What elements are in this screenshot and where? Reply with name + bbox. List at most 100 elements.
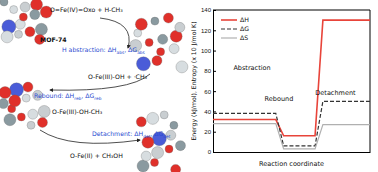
y-tick-label: 120: [201, 28, 212, 34]
step-label: H abstraction: ΔHabs, ΔGabs: [62, 46, 146, 55]
atom: [38, 105, 50, 117]
state-label: O=Fe(IV)=Oxo + H-CH₃: [50, 6, 123, 13]
chart: 020406080100120140Reaction coordinateEne…: [190, 7, 371, 168]
legend-label: ΔH: [240, 16, 249, 23]
atom: [37, 117, 47, 127]
arrow: [50, 74, 150, 90]
y-axis: 020406080100120140: [201, 7, 216, 155]
subscript: abs: [137, 50, 145, 55]
molecule-image: [0, 82, 50, 129]
atom: [17, 113, 25, 121]
step-text: Rebound: ΔH: [34, 92, 75, 99]
atom: [135, 18, 147, 30]
step-text: Detachment: ΔH: [92, 130, 144, 137]
atom: [147, 112, 159, 124]
atom: [157, 48, 165, 56]
y-tick: 80: [204, 68, 216, 74]
y-tick-mark: [213, 51, 216, 52]
atom: [35, 23, 47, 35]
state-label: O-Fe(III)-OH + ·CH₃: [88, 73, 148, 80]
atom: [4, 114, 16, 126]
y-tick-mark: [213, 91, 216, 92]
atom: [28, 109, 38, 119]
atom: [22, 94, 30, 102]
y-tick: 100: [201, 48, 216, 54]
atom: [27, 121, 35, 129]
legend-swatch: [221, 19, 237, 21]
annotation: Rebound: [265, 95, 294, 103]
atom: [15, 30, 23, 38]
y-tick-mark: [213, 30, 216, 31]
y-tick-mark: [213, 132, 216, 133]
atom: [1, 31, 13, 43]
step-label: Detachment: ΔHdet, ΔGdet: [92, 130, 171, 139]
subscript: reb: [94, 96, 101, 101]
x-axis-title: Reaction coordinate: [259, 160, 324, 168]
step-text: , ΔG: [124, 46, 137, 53]
series-line: [213, 124, 370, 149]
y-tick: 120: [201, 28, 216, 34]
atom: [151, 158, 159, 166]
series-line: [213, 20, 370, 136]
annotation: Abstraction: [233, 64, 270, 72]
step-label: Rebound: ΔHreb, ΔGreb: [34, 92, 102, 101]
y-tick-label: 80: [204, 68, 211, 74]
atom: [141, 151, 151, 161]
y-tick: 60: [204, 89, 216, 95]
legend: ΔHΔGΔS: [221, 16, 249, 41]
y-tick-mark: [213, 111, 216, 112]
atom: [175, 141, 185, 151]
atom: [0, 99, 8, 109]
atom: [30, 10, 40, 20]
frame-right: [370, 10, 371, 152]
atom: [170, 121, 178, 129]
atom: [23, 82, 33, 92]
atom: [160, 111, 168, 119]
atom: [136, 117, 146, 127]
atom: [31, 0, 43, 11]
arrow: [40, 130, 140, 143]
state-label: O-Fe(III)-OH-CH₃: [52, 108, 103, 115]
subscript: det: [163, 134, 170, 139]
atom: [136, 57, 150, 71]
atom: [0, 0, 8, 6]
atom: [9, 95, 21, 107]
atom: [158, 34, 168, 44]
atom: [137, 160, 149, 172]
arrow: [100, 18, 129, 48]
axis-line: [214, 152, 371, 153]
atom: [163, 13, 173, 23]
reaction-diagram: O=Fe(IV)=Oxo + H-CH₃ O-Fe(III)-OH + ·CH₃ O…: [0, 0, 188, 172]
plot-area: [213, 20, 370, 149]
molecule-image: [136, 111, 185, 172]
step-text: H abstraction: ΔH: [62, 46, 117, 53]
y-tick-label: 40: [204, 109, 211, 115]
legend-swatch: [221, 28, 237, 29]
legend-label: ΔG: [240, 25, 249, 32]
state-label: O-Fe(II) + CH₃OH: [70, 152, 123, 159]
y-tick-label: 0: [208, 149, 212, 155]
legend-swatch: [221, 37, 237, 38]
axis-line: [214, 11, 217, 153]
atom: [151, 17, 159, 25]
atom: [176, 61, 188, 73]
atom: [165, 145, 173, 153]
y-tick-label: 60: [204, 89, 211, 95]
atom: [171, 164, 181, 172]
y-tick-mark: [213, 71, 216, 72]
y-axis-title: Energy (kJ/mol), Entropy (x 10 J/mol K): [190, 21, 198, 140]
y-tick: 20: [204, 129, 216, 135]
annotation: Detachment: [315, 89, 356, 97]
atom: [145, 38, 153, 46]
atom: [152, 147, 164, 159]
molecule-image: [130, 13, 188, 73]
atom: [10, 83, 24, 97]
y-tick-label: 100: [201, 48, 212, 54]
atom: [152, 56, 162, 66]
atom: [19, 13, 27, 21]
framework-label: MOF-74: [40, 36, 67, 43]
atom: [169, 44, 179, 54]
atom: [20, 2, 30, 12]
frame-top: [213, 10, 370, 11]
step-text: , ΔG: [150, 130, 163, 137]
